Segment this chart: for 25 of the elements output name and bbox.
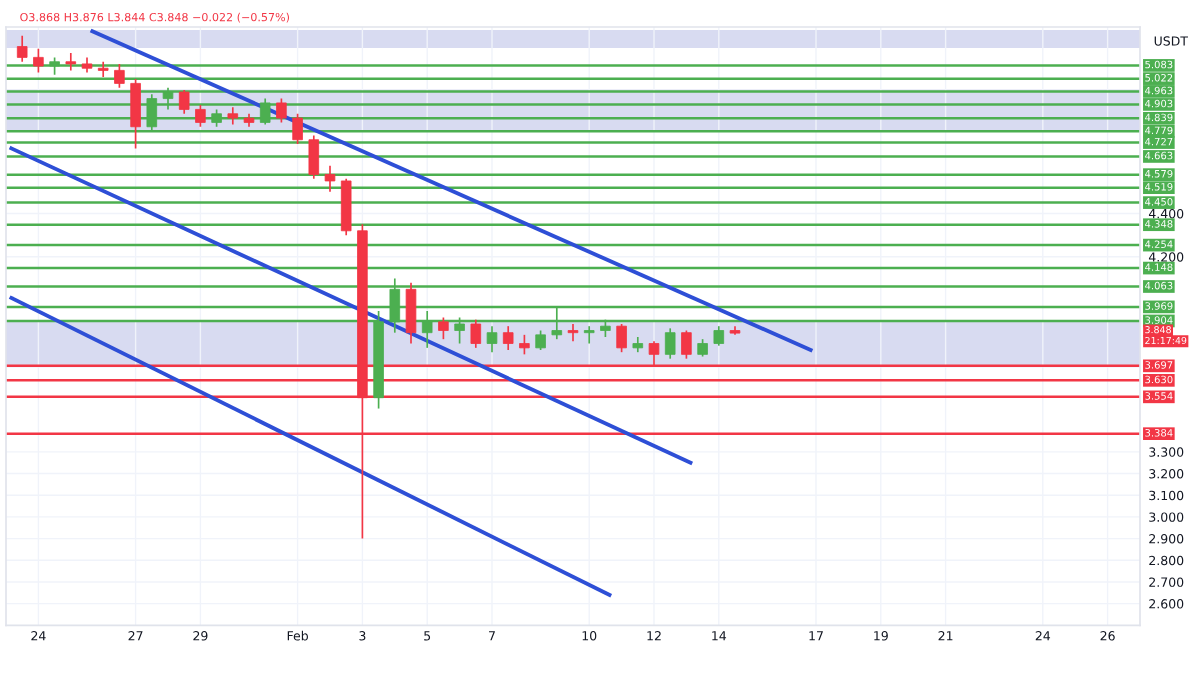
candlestick: [114, 63, 125, 89]
candlestick: [519, 334, 530, 356]
candlestick: [97, 60, 109, 78]
candlestick: [438, 316, 449, 341]
candlestick: [713, 325, 725, 347]
candlestick: [33, 47, 44, 74]
candlestick: [486, 325, 498, 354]
candlestick: [276, 97, 287, 124]
candlestick: [470, 318, 482, 349]
candlestick: [178, 89, 190, 115]
candlestick: [502, 325, 514, 351]
candlestick: [616, 323, 627, 354]
candlestick: [308, 134, 320, 180]
candlestick: [324, 164, 336, 193]
candlestick: [65, 52, 77, 72]
candlestick: [567, 323, 579, 343]
candlestick: [130, 78, 141, 150]
candlestick: [535, 329, 546, 351]
candlestick: [583, 325, 595, 345]
candlestick: [292, 112, 303, 145]
candlestick: [405, 281, 417, 345]
candlestick: [16, 34, 28, 63]
candlestick: [195, 104, 206, 128]
candlestick: [681, 329, 692, 360]
candlestick: [664, 327, 676, 360]
